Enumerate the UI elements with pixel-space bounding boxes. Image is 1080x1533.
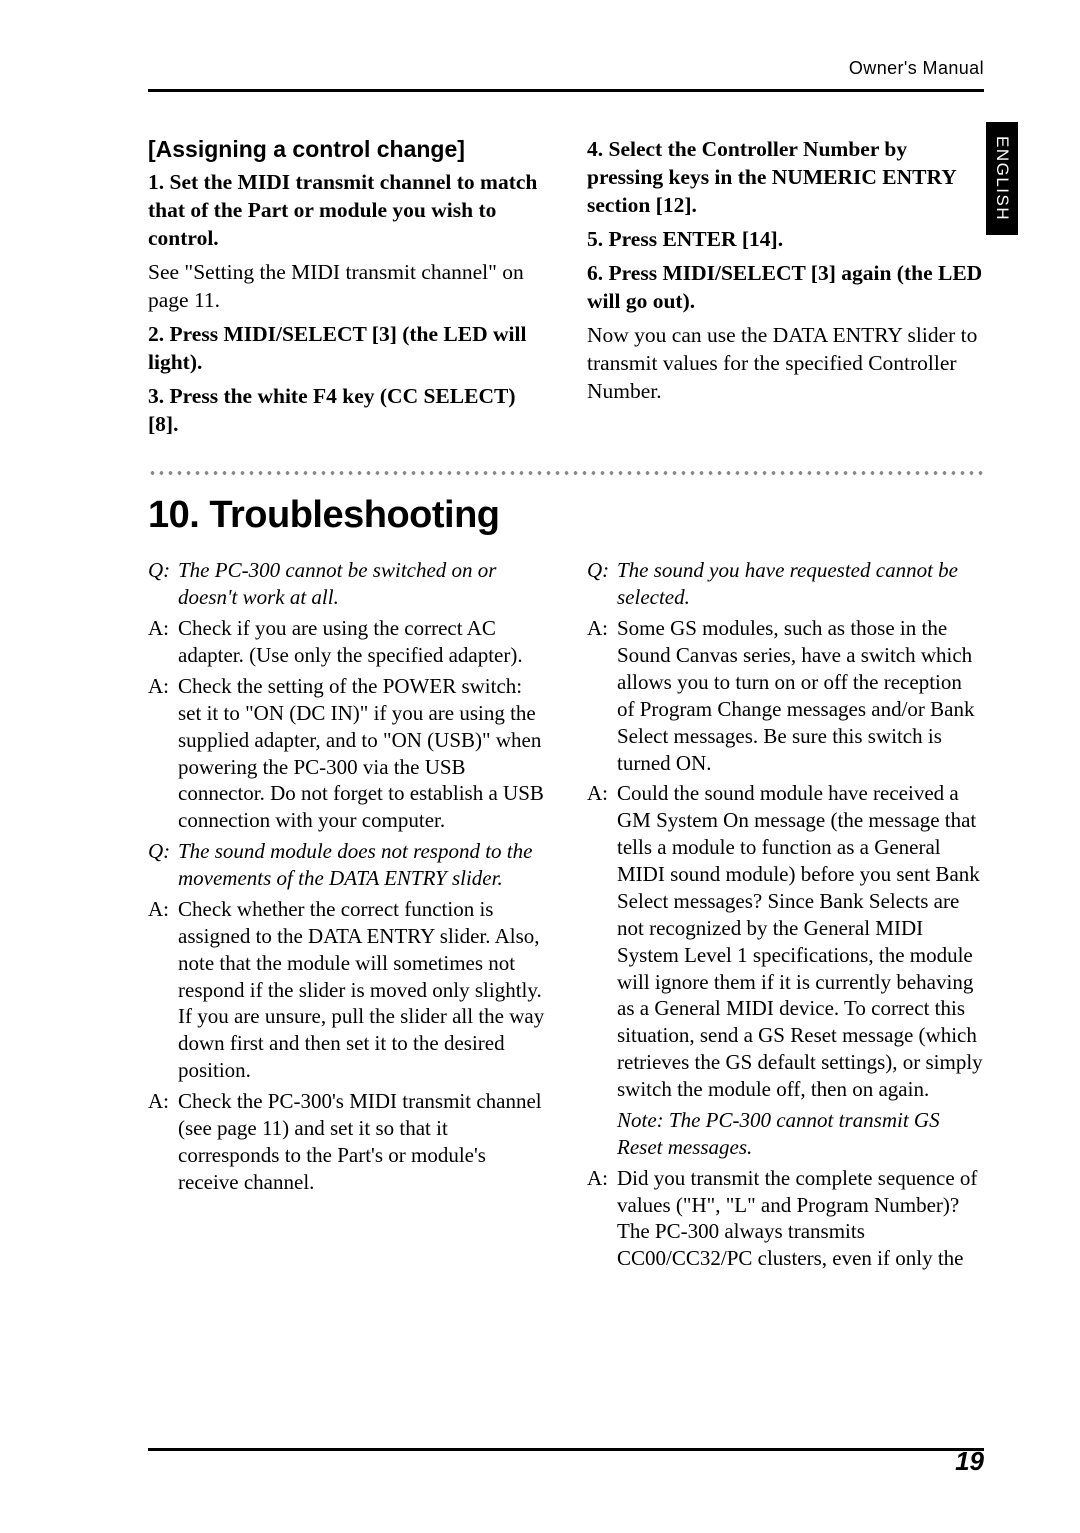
note-line: Note: The PC-300 cannot transmit GS Rese… <box>617 1107 984 1161</box>
qa-label: A: <box>148 615 178 669</box>
language-tab: ENGLISH <box>986 122 1018 235</box>
step-line: 1. Set the MIDI transmit channel to matc… <box>148 169 545 253</box>
trouble-right-col: Q:The sound you have requested cannot be… <box>587 557 984 1276</box>
qa-text: Did you transmit the complete sequence o… <box>617 1165 984 1273</box>
assign-section: [Assigning a control change] 1. Set the … <box>148 136 984 444</box>
step-bold-text: 1. Set the MIDI transmit channel to matc… <box>148 170 537 250</box>
header-title: Owner's Manual <box>148 58 984 79</box>
qa-text: Check whether the correct function is as… <box>178 896 545 1084</box>
step-line: Now you can use the DATA ENTRY slider to… <box>587 322 984 406</box>
qa-label: A: <box>587 780 617 1103</box>
assign-left-col: [Assigning a control change] 1. Set the … <box>148 136 545 444</box>
answer-line: A:Could the sound module have received a… <box>587 780 984 1103</box>
step-bold-text: 5. Press ENTER [14]. <box>587 227 783 251</box>
step-bold-text: 2. Press MIDI/SELECT [3] (the LED will l… <box>148 322 526 374</box>
step-plain-text: See "Setting the MIDI transmit channel" … <box>148 260 524 312</box>
top-rule <box>148 89 984 92</box>
qa-label: Q: <box>148 557 178 611</box>
question-line: Q:The sound you have requested cannot be… <box>587 557 984 611</box>
qa-text: The sound you have requested cannot be s… <box>617 557 984 611</box>
dotted-divider <box>148 470 984 476</box>
qa-label: Q: <box>587 557 617 611</box>
section-title: 10. Troubleshooting <box>148 494 984 537</box>
answer-line: A:Some GS modules, such as those in the … <box>587 615 984 776</box>
qa-text: Some GS modules, such as those in the So… <box>617 615 984 776</box>
assign-right-col: 4. Select the Controller Number by press… <box>587 136 984 444</box>
step-line: 4. Select the Controller Number by press… <box>587 136 984 220</box>
qa-text: The sound module does not respond to the… <box>178 838 545 892</box>
step-bold-text: 4. Select the Controller Number by press… <box>587 137 956 217</box>
qa-label: Q: <box>148 838 178 892</box>
answer-line: A:Did you transmit the complete sequence… <box>587 1165 984 1273</box>
qa-text: Check the PC-300's MIDI transmit channel… <box>178 1088 545 1196</box>
qa-label: A: <box>587 615 617 776</box>
assign-heading: [Assigning a control change] <box>148 136 545 163</box>
qa-label: A: <box>148 896 178 1084</box>
answer-line: A:Check if you are using the correct AC … <box>148 615 545 669</box>
bottom-rule <box>148 1448 984 1451</box>
qa-label: A: <box>148 1088 178 1196</box>
qa-label: A: <box>587 1165 617 1273</box>
qa-text: The PC-300 cannot be switched on or does… <box>178 557 545 611</box>
content-area: [Assigning a control change] 1. Set the … <box>148 136 984 1426</box>
answer-line: A:Check the setting of the POWER switch:… <box>148 673 545 834</box>
step-plain-text: Now you can use the DATA ENTRY slider to… <box>587 323 977 403</box>
qa-text: Check if you are using the correct AC ad… <box>178 615 545 669</box>
answer-line: A:Check whether the correct function is … <box>148 896 545 1084</box>
step-line: 3. Press the white F4 key (CC SELECT) [8… <box>148 383 545 439</box>
page-number: 19 <box>955 1446 984 1477</box>
qa-text: Could the sound module have received a G… <box>617 780 984 1103</box>
step-line: 2. Press MIDI/SELECT [3] (the LED will l… <box>148 321 545 377</box>
step-line: 5. Press ENTER [14]. <box>587 226 984 254</box>
question-line: Q:The PC-300 cannot be switched on or do… <box>148 557 545 611</box>
trouble-left-col: Q:The PC-300 cannot be switched on or do… <box>148 557 545 1276</box>
step-line: See "Setting the MIDI transmit channel" … <box>148 259 545 315</box>
step-line: 6. Press MIDI/SELECT [3] again (the LED … <box>587 260 984 316</box>
question-line: Q:The sound module does not respond to t… <box>148 838 545 892</box>
qa-label: A: <box>148 673 178 834</box>
answer-line: A:Check the PC-300's MIDI transmit chann… <box>148 1088 545 1196</box>
trouble-section: Q:The PC-300 cannot be switched on or do… <box>148 557 984 1276</box>
step-bold-text: 6. Press MIDI/SELECT [3] again (the LED … <box>587 261 982 313</box>
qa-text: Check the setting of the POWER switch: s… <box>178 673 545 834</box>
step-bold-text: 3. Press the white F4 key (CC SELECT) [8… <box>148 384 515 436</box>
page: Owner's Manual ENGLISH [Assigning a cont… <box>0 0 1080 1533</box>
